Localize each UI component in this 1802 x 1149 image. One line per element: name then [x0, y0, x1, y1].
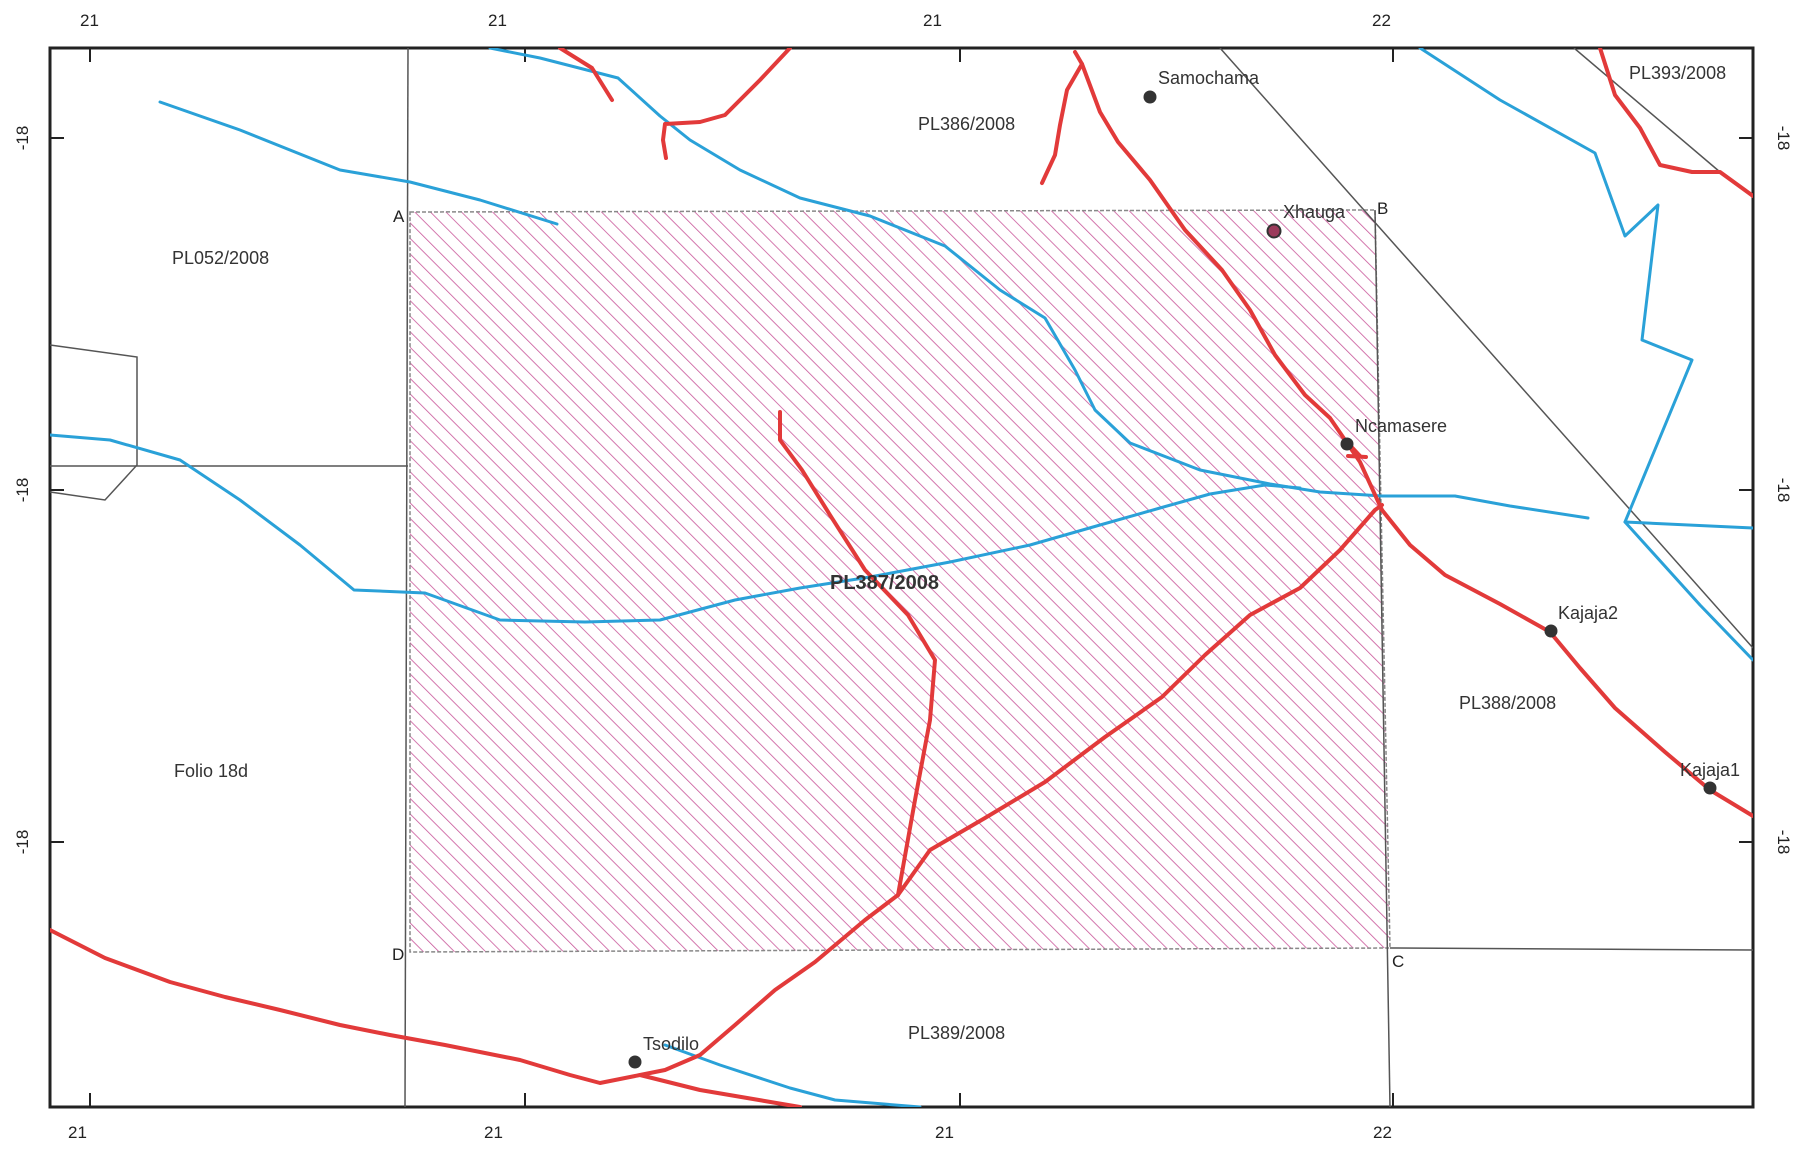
- licence-label-pl052: PL052/2008: [172, 248, 269, 268]
- town-label-kajaja1: Kajaja1: [1680, 760, 1740, 780]
- town-label-ncamasere: Ncamasere: [1355, 416, 1447, 436]
- licence-boundaries: [50, 48, 1753, 1107]
- right-axis-label-3: -18: [1774, 830, 1793, 855]
- top-axis-label-3: 21: [923, 11, 942, 30]
- town-dot-samochama: [1143, 90, 1157, 104]
- left-axis-label-3: -18: [13, 830, 32, 855]
- town-label-tsodilo: Tsodilo: [643, 1034, 699, 1054]
- right-axis-label-1: -18: [1774, 126, 1793, 151]
- top-axis-label-4: 22: [1372, 11, 1391, 30]
- bottom-axis-label-1: 21: [68, 1123, 87, 1142]
- licence-label-pl393: PL393/2008: [1629, 63, 1726, 83]
- corner-label-a: A: [393, 207, 405, 226]
- corner-label-b: B: [1377, 199, 1388, 218]
- corner-label-c: C: [1392, 952, 1404, 971]
- folio-label: Folio 18d: [174, 761, 248, 781]
- town-label-samochama: Samochama: [1158, 68, 1260, 88]
- corner-label-d: D: [392, 945, 404, 964]
- bottom-axis-label-3: 21: [935, 1123, 954, 1142]
- town-label-kajaja2: Kajaja2: [1558, 603, 1618, 623]
- left-axis-label-1: -18: [13, 126, 32, 151]
- licence-label-pl389: PL389/2008: [908, 1023, 1005, 1043]
- left-axis-label-2: -18: [13, 478, 32, 503]
- town-dot-tsodilo: [628, 1055, 642, 1069]
- town-dot-kajaja1: [1703, 781, 1717, 795]
- right-axis-label-2: -18: [1774, 478, 1793, 503]
- bottom-axis-label-4: 22: [1373, 1123, 1392, 1142]
- licence-label-pl388: PL388/2008: [1459, 693, 1556, 713]
- licence-label-pl386: PL386/2008: [918, 114, 1015, 134]
- top-axis-label-2: 21: [488, 11, 507, 30]
- town-dot-kajaja2: [1544, 624, 1558, 638]
- town-dot-ncamasere: [1340, 437, 1354, 451]
- bottom-axis-label-2: 21: [484, 1123, 503, 1142]
- licence-area-hatched: [409, 209, 1391, 953]
- top-axis-label-1: 21: [80, 11, 99, 30]
- main-licence-label: PL387/2008: [830, 572, 939, 594]
- town-label-xhauga: Xhauga: [1283, 202, 1346, 222]
- axis-ticks: [50, 48, 1753, 1107]
- town-dot-xhauga: [1266, 223, 1282, 239]
